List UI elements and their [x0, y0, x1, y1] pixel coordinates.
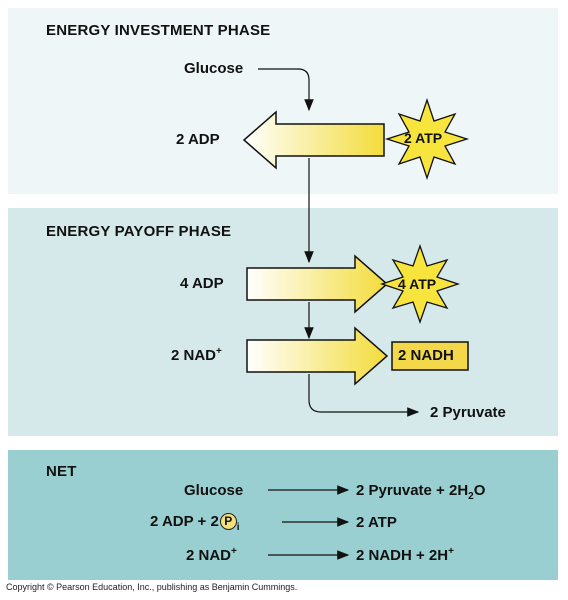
- payoff-phase-panel: [8, 208, 558, 436]
- adp-investment-label: 2 ADP: [176, 131, 220, 148]
- nadh-label: 2 NADH: [398, 347, 454, 364]
- net-glucose-label: Glucose: [184, 482, 244, 499]
- atp-payoff-label: 4 ATP: [398, 276, 437, 292]
- glucose-connector-line: [258, 68, 314, 112]
- net-panel: [8, 450, 558, 580]
- pyruvate-connector-line: [308, 374, 420, 417]
- net-atp-label: 2 ATP: [356, 514, 397, 531]
- nadh-box: [391, 341, 469, 371]
- atp-investment-burst: [384, 97, 470, 181]
- payoff-heading: ENERGY PAYOFF PHASE: [46, 223, 232, 240]
- nad-label: 2 NAD+: [171, 346, 222, 364]
- phosphate-icon: P: [219, 513, 237, 530]
- net-nad-label: 2 NAD+: [186, 546, 237, 564]
- adp-payoff-label: 4 ADP: [180, 275, 224, 292]
- copyright-text: Copyright © Pearson Education, Inc., pub…: [6, 582, 298, 592]
- net-nadh-label: 2 NADH + 2H+: [356, 546, 454, 564]
- net-heading: NET: [46, 463, 77, 480]
- pyruvate-label: 2 Pyruvate: [430, 404, 506, 421]
- investment-heading: ENERGY INVESTMENT PHASE: [46, 22, 271, 39]
- adp-payoff-arrow: [246, 254, 389, 314]
- investment-phase-panel: [8, 8, 558, 194]
- atp-payoff-burst: [379, 244, 461, 324]
- nad-arrow: [246, 326, 389, 386]
- adp-investment-arrow: [242, 110, 385, 170]
- atp-investment-label: 2 ATP: [404, 130, 443, 146]
- glucose-label: Glucose: [184, 60, 244, 77]
- net-pyruvate-label: 2 Pyruvate + 2H2O: [356, 482, 486, 502]
